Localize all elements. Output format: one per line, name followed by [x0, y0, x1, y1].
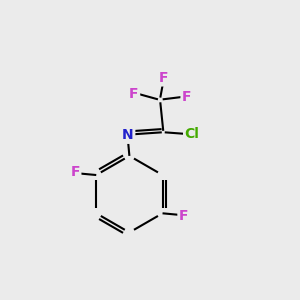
Text: F: F: [70, 165, 80, 179]
Text: F: F: [129, 87, 139, 101]
Text: F: F: [179, 209, 188, 223]
Text: F: F: [158, 71, 168, 85]
Text: Cl: Cl: [185, 127, 200, 141]
Text: F: F: [182, 90, 192, 104]
Text: N: N: [122, 128, 134, 142]
